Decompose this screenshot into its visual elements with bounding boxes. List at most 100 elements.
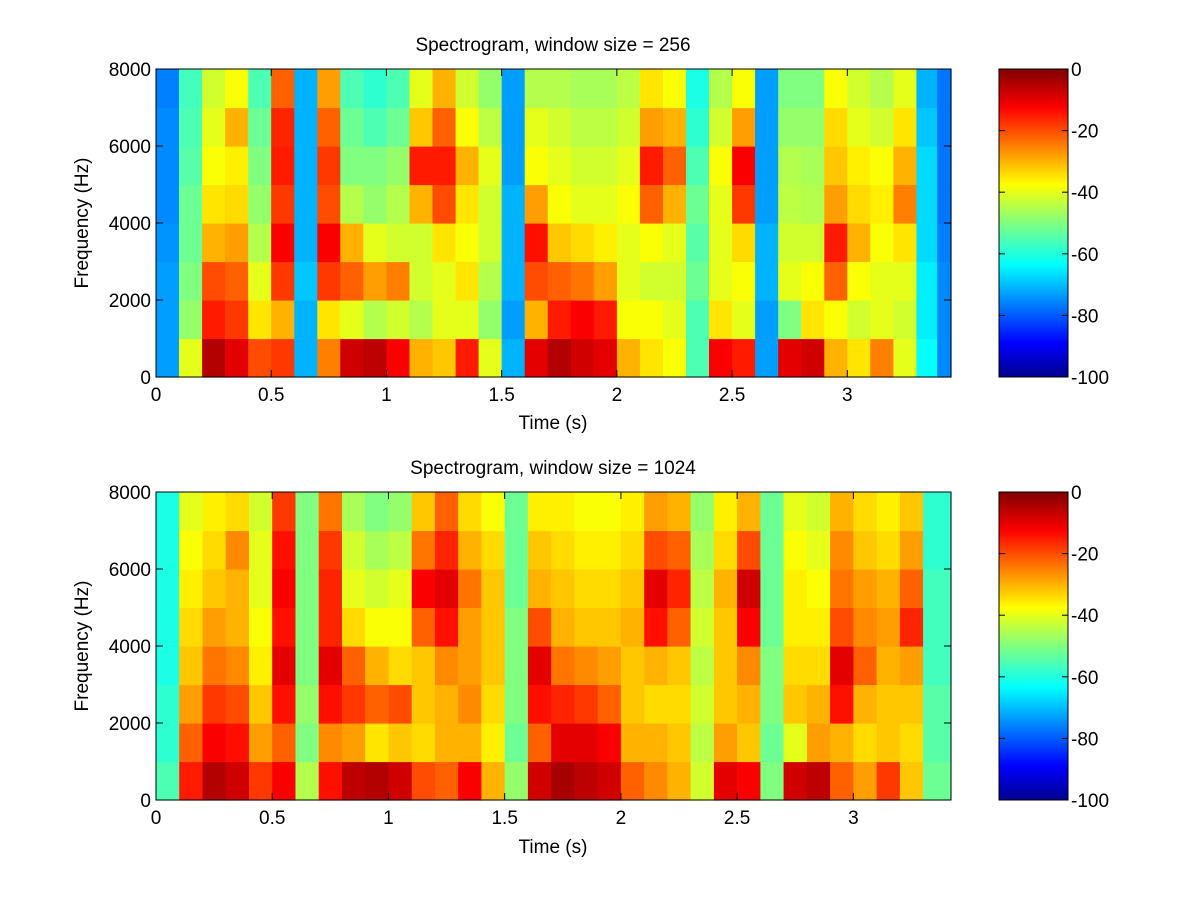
heatmap-cell: [597, 684, 622, 724]
heatmap-cell: [501, 69, 526, 109]
heatmap-cell: [481, 684, 506, 724]
heatmap-cell: [202, 338, 226, 378]
heatmap-cell: [667, 530, 692, 570]
heatmap-cell: [870, 107, 894, 147]
heatmap-cell: [363, 69, 387, 109]
heatmap-cell: [340, 223, 364, 263]
heatmap-cell: [202, 492, 227, 532]
heatmap-cell: [870, 338, 894, 378]
heatmap-cell: [853, 607, 878, 647]
heatmap-cell: [179, 184, 203, 224]
heatmap-cell: [616, 261, 641, 301]
heatmap-cell: [737, 684, 761, 724]
heatmap-cell: [524, 184, 549, 224]
heatmap-cell: [570, 107, 595, 147]
heatmap-cell: [179, 569, 203, 609]
heatmap-cell: [801, 146, 825, 186]
heatmap-cell: [899, 569, 924, 609]
heatmap-cell: [386, 184, 410, 224]
heatmap-cell: [570, 261, 595, 301]
heatmap-cell: [853, 569, 878, 609]
heatmap-cell: [616, 184, 641, 224]
heatmap-cell: [481, 646, 506, 686]
y-tick-label: 8000: [109, 60, 151, 81]
heatmap-cell: [295, 723, 320, 763]
heatmap-cell: [732, 338, 756, 378]
heatmap-cell: [455, 300, 480, 340]
heatmap-cell: [639, 261, 664, 301]
heatmap-cell: [876, 646, 901, 686]
chart-title: Spectrogram, window size = 1024: [410, 458, 696, 479]
heatmap-cell: [501, 184, 526, 224]
heatmap-cell: [574, 607, 599, 647]
heatmap-cell: [760, 607, 785, 647]
heatmap-cell: [755, 338, 779, 378]
heatmap-cell: [709, 184, 733, 224]
heatmap-cell: [778, 338, 802, 378]
heatmap-cell: [593, 146, 618, 186]
heatmap-cell: [663, 69, 687, 109]
heatmap-cell: [870, 146, 894, 186]
heatmap-cell: [294, 69, 318, 109]
heatmap-cell: [294, 146, 318, 186]
heatmap-cell: [318, 723, 343, 763]
heatmap-cell: [709, 261, 733, 301]
heatmap-cell: [317, 223, 341, 263]
heatmap-cell: [737, 569, 761, 609]
heatmap-cell: [363, 107, 387, 147]
heatmap-cell: [663, 223, 687, 263]
heatmap-cell: [616, 338, 641, 378]
heatmap-cell: [760, 492, 785, 532]
heatmap-cell: [202, 761, 227, 801]
heatmap-cell: [504, 607, 529, 647]
heatmap-cell: [411, 684, 436, 724]
heatmap-cell: [363, 146, 387, 186]
heatmap-cell: [732, 69, 756, 109]
heatmap-cell: [663, 107, 687, 147]
heatmap-cell: [667, 723, 692, 763]
heatmap-cells: [156, 69, 952, 378]
heatmap-cell: [713, 569, 738, 609]
heatmap-cell: [593, 223, 618, 263]
heatmap-cell: [156, 184, 180, 224]
heatmap-cell: [686, 338, 710, 378]
x-tick-label: 2: [612, 385, 623, 406]
heatmap-cell: [551, 530, 575, 570]
heatmap-cell: [409, 184, 434, 224]
heatmap-cell: [156, 261, 180, 301]
heatmap-cell: [551, 723, 575, 763]
heatmap-cell: [271, 300, 295, 340]
heatmap-cell: [248, 223, 272, 263]
heatmap-cell: [458, 492, 482, 532]
heatmap-cell: [249, 530, 273, 570]
heatmap-cell: [225, 723, 250, 763]
heatmap-cell: [272, 684, 296, 724]
x-tick-label: 0: [151, 385, 162, 406]
heatmap-cell: [434, 646, 459, 686]
heatmap-cell: [713, 723, 738, 763]
heatmap-cell: [365, 607, 389, 647]
heatmap-cell: [225, 146, 249, 186]
heatmap-cell: [365, 530, 389, 570]
heatmap-cell: [713, 646, 738, 686]
heatmap-cell: [893, 261, 917, 301]
heatmap-cell: [690, 761, 715, 801]
heatmap-cell: [272, 607, 296, 647]
heatmap-cell: [732, 300, 756, 340]
heatmap-cell: [690, 492, 715, 532]
heatmap-cell: [824, 338, 848, 378]
heatmap-cell: [524, 223, 549, 263]
heatmap-cell: [847, 146, 871, 186]
heatmap-cell: [340, 184, 364, 224]
heatmap-cell: [547, 223, 572, 263]
heatmap-cell: [501, 223, 526, 263]
heatmap-cell: [667, 646, 692, 686]
heatmap-cell: [458, 723, 482, 763]
heatmap-cell: [547, 184, 572, 224]
heatmap-cell: [853, 684, 878, 724]
heatmap-cell: [916, 261, 938, 301]
heatmap-cell: [620, 723, 645, 763]
heatmap-cell: [801, 300, 825, 340]
heatmap-cell: [202, 107, 226, 147]
heatmap-cell: [317, 184, 341, 224]
